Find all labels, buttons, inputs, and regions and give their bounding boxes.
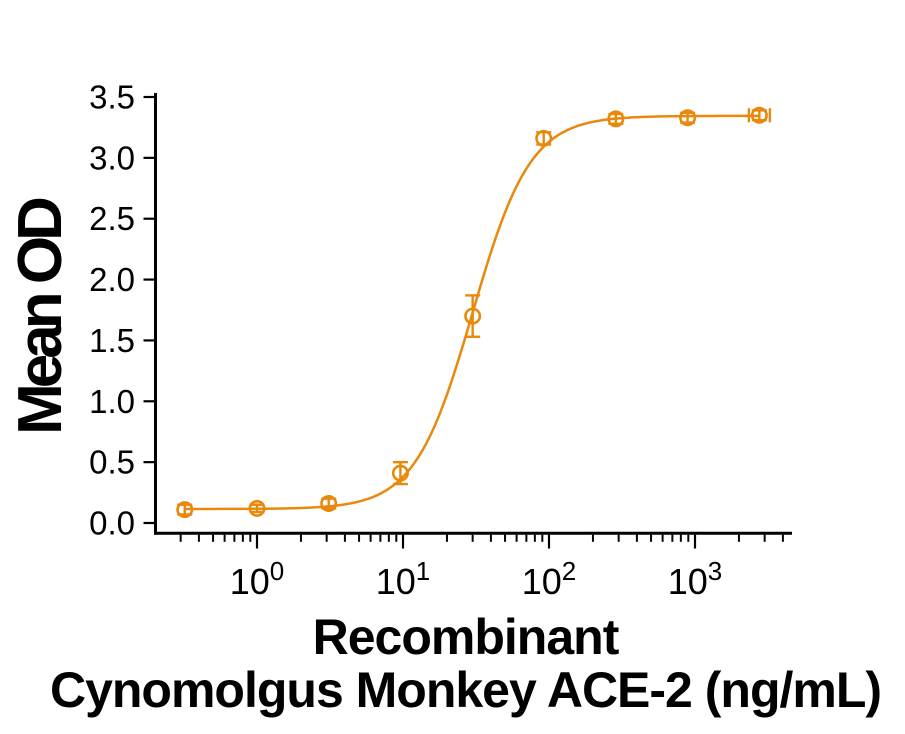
data-point-marker — [464, 307, 482, 325]
y-tick-label: 1.5 — [89, 322, 135, 359]
x-tick-label: 102 — [522, 556, 577, 602]
x-axis-title-line1: Recombinant — [312, 609, 620, 665]
y-tick-label: 0.5 — [89, 444, 135, 481]
y-tick-label: 3.0 — [89, 139, 135, 176]
x-tick-label: 101 — [376, 556, 431, 602]
data-point-marker — [248, 499, 266, 517]
y-tick-label: 1.0 — [89, 383, 135, 420]
y-axis-title: Mean OD — [6, 201, 75, 435]
data-point-marker — [607, 110, 625, 128]
x-axis-title-line2: Cynomolgus Monkey ACE-2 (ng/mL) — [49, 662, 882, 718]
data-point-marker — [176, 501, 194, 519]
data-point-marker — [320, 495, 338, 513]
data-point-marker — [750, 106, 768, 124]
x-tick-label: 103 — [668, 556, 723, 602]
y-tick-label: 2.5 — [89, 200, 135, 237]
y-tick-label: 2.0 — [89, 261, 135, 298]
y-tick-label: 3.5 — [89, 79, 135, 116]
data-point-marker — [391, 464, 409, 482]
x-tick-label: 100 — [230, 556, 285, 602]
y-tick-label: 0.0 — [89, 505, 135, 542]
data-point-marker — [535, 129, 553, 147]
data-point-marker — [679, 109, 697, 127]
